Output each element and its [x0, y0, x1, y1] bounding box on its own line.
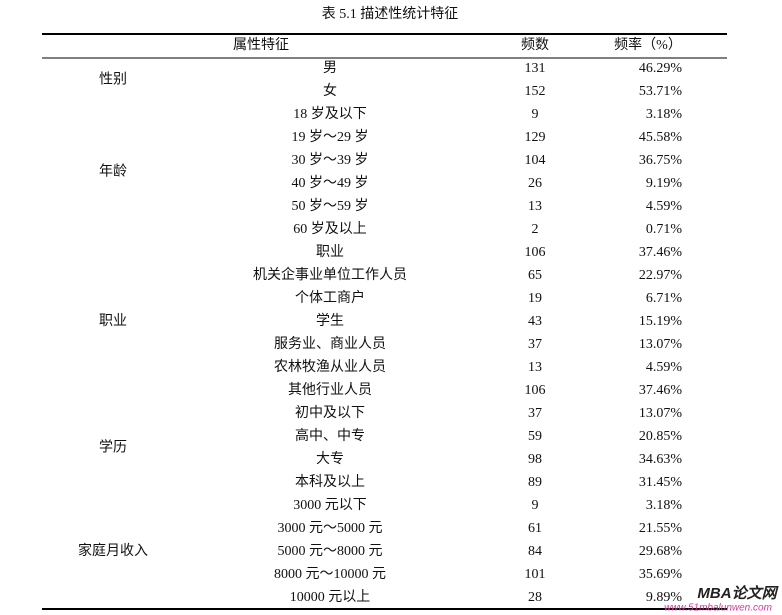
percent-cell: 53.71%	[639, 84, 683, 99]
item-cell: 40 岁～49 岁	[292, 175, 369, 191]
group-label: 职业	[99, 313, 127, 329]
item-cell: 18 岁及以下	[293, 106, 367, 122]
percent-cell: 21.55%	[639, 521, 683, 536]
percent-cell: 0.71%	[646, 222, 683, 237]
item-cell: 农林牧渔从业人员	[274, 359, 386, 375]
frequency-cell: 37	[528, 406, 542, 421]
percent-cell: 13.07%	[639, 406, 683, 421]
frequency-cell: 19	[528, 291, 542, 306]
item-cell: 50 岁～59 岁	[292, 198, 369, 214]
frequency-cell: 37	[528, 337, 542, 352]
percent-cell: 3.18%	[646, 498, 683, 513]
percent-cell: 35.69%	[639, 567, 683, 582]
group-label: 年龄	[99, 164, 127, 180]
table-title: 表 5.1 描述性统计特征	[322, 6, 459, 22]
percent-cell: 29.68%	[639, 544, 683, 559]
item-cell: 个体工商户	[295, 289, 365, 306]
frequency-cell: 2	[532, 222, 539, 237]
percent-cell: 45.58%	[639, 130, 683, 145]
item-cell: 3000 元～5000 元	[278, 521, 383, 536]
frequency-cell: 106	[525, 245, 546, 260]
item-cell: 机关企事业单位工作人员	[253, 266, 407, 283]
item-cell: 30 岁～39 岁	[292, 152, 369, 168]
frequency-cell: 84	[528, 544, 542, 559]
item-cell: 服务业、商业人员	[274, 336, 386, 352]
frequency-cell: 131	[525, 61, 546, 76]
percent-cell: 37.46%	[639, 245, 683, 260]
group-label: 家庭月收入	[78, 542, 148, 559]
frequency-cell: 152	[525, 84, 546, 99]
percent-cell: 13.07%	[639, 337, 683, 352]
item-cell: 3000 元以下	[293, 498, 367, 513]
frequency-cell: 61	[528, 521, 542, 536]
percent-cell: 31.45%	[639, 475, 683, 490]
frequency-cell: 13	[528, 360, 542, 375]
frequency-cell: 26	[528, 176, 542, 191]
percent-cell: 3.18%	[646, 107, 683, 122]
frequency-cell: 59	[528, 429, 542, 444]
percent-cell: 34.63%	[639, 452, 683, 467]
percent-cell: 37.46%	[639, 383, 683, 398]
frequency-cell: 129	[525, 130, 546, 145]
percent-cell: 4.59%	[646, 360, 683, 375]
frequency-cell: 28	[528, 590, 542, 605]
item-cell: 高中、中专	[295, 427, 365, 444]
frequency-cell: 65	[528, 268, 542, 283]
item-cell: 职业	[316, 244, 344, 260]
item-cell: 5000 元～8000 元	[278, 544, 383, 559]
percent-cell: 20.85%	[639, 429, 683, 444]
item-cell: 其他行业人员	[288, 382, 372, 398]
header-cell: 频率（%）	[614, 36, 682, 53]
frequency-cell: 9	[532, 107, 539, 122]
percent-cell: 36.75%	[639, 153, 683, 168]
frequency-cell: 43	[528, 314, 542, 329]
percent-cell: 4.59%	[646, 199, 683, 214]
percent-cell: 9.89%	[646, 590, 683, 605]
watermark-url: www.51mbalunwen.com	[664, 603, 772, 614]
group-label: 性别	[99, 72, 127, 88]
item-cell: 大专	[316, 451, 344, 467]
frequency-cell: 98	[528, 452, 542, 467]
frequency-cell: 101	[525, 567, 546, 582]
item-cell: 60 岁及以上	[293, 221, 367, 237]
percent-cell: 22.97%	[639, 268, 683, 283]
header-cell: 属性特征	[233, 37, 289, 53]
watermark-logo: MBA论文网	[697, 584, 779, 602]
frequency-cell: 104	[525, 153, 546, 168]
item-cell: 8000 元～10000 元	[274, 567, 386, 582]
group-label: 学历	[99, 440, 127, 456]
header-cell: 频数	[521, 37, 549, 53]
item-cell: 本科及以上	[295, 474, 365, 490]
percent-cell: 15.19%	[639, 314, 683, 329]
item-cell: 男	[323, 61, 337, 76]
percent-cell: 46.29%	[639, 61, 683, 76]
item-cell: 初中及以下	[295, 404, 365, 421]
item-cell: 学生	[316, 313, 344, 329]
frequency-cell: 106	[525, 383, 546, 398]
percent-cell: 9.19%	[646, 176, 683, 191]
item-cell: 10000 元以上	[290, 589, 371, 605]
item-cell: 女	[323, 82, 337, 99]
frequency-cell: 89	[528, 475, 542, 490]
item-cell: 19 岁～29 岁	[292, 129, 369, 145]
percent-cell: 6.71%	[646, 291, 683, 306]
frequency-cell: 13	[528, 199, 542, 214]
frequency-cell: 9	[532, 498, 539, 513]
